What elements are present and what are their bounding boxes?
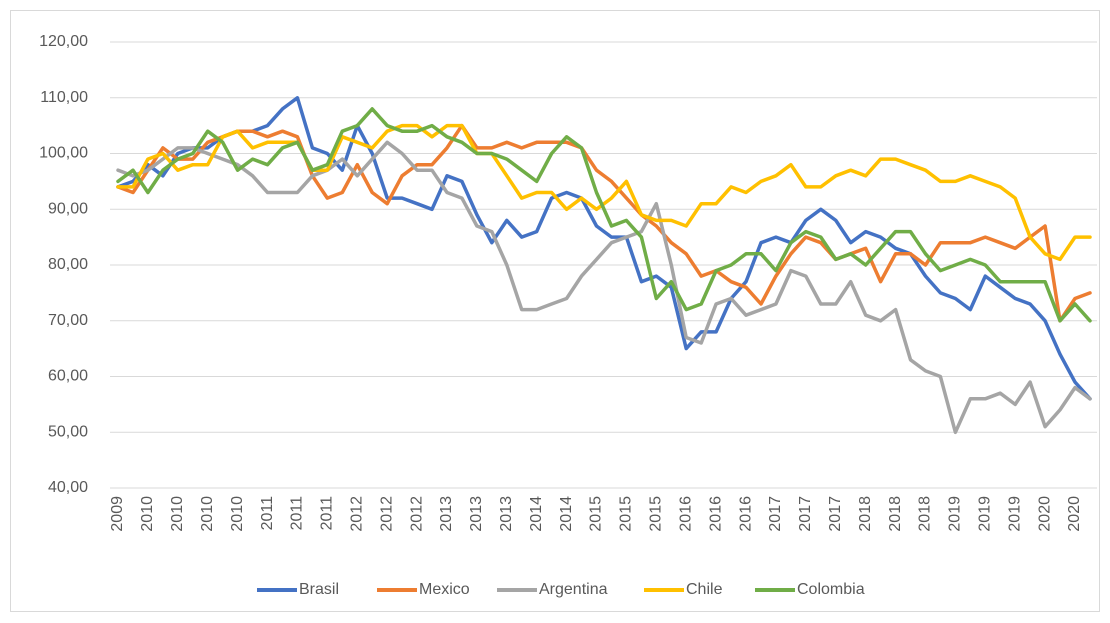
x-tick-label: 2011 [319, 496, 336, 531]
x-tick-label: 2017 [797, 496, 814, 532]
series-line [116, 107, 1092, 323]
x-tick-label: 2012 [378, 496, 395, 532]
x-tick-label: 2015 [618, 496, 635, 532]
y-tick-label: 100,00 [39, 145, 88, 162]
series-line [116, 96, 1092, 401]
x-tick-label: 2016 [707, 496, 724, 532]
x-tick-label: 2013 [438, 496, 455, 532]
x-tick-label: 2015 [588, 496, 605, 532]
x-tick-label: 2013 [468, 496, 485, 532]
y-tick-label: 70,00 [48, 312, 88, 329]
x-tick-label: 2017 [767, 496, 784, 532]
x-tick-label: 2015 [648, 496, 665, 532]
x-tick-label: 2019 [1006, 496, 1023, 532]
x-tick-label: 2009 [109, 496, 126, 532]
series-line [116, 123, 1092, 323]
y-tick-label: 110,00 [40, 89, 88, 106]
x-tick-label: 2011 [289, 496, 306, 531]
x-tick-label: 2014 [558, 496, 575, 532]
legend-label: Chile [686, 581, 723, 598]
legend-label: Brasil [299, 581, 339, 598]
x-tick-label: 2018 [887, 496, 904, 532]
x-tick-label: 2012 [348, 496, 365, 532]
x-tick-label: 2014 [528, 496, 545, 532]
y-tick-label: 120,00 [39, 33, 88, 50]
x-tick-label: 2020 [1036, 496, 1053, 532]
y-tick-label: 60,00 [48, 368, 88, 385]
chart-frame [10, 10, 1100, 612]
y-tick-label: 80,00 [48, 256, 88, 273]
x-tick-label: 2010 [169, 496, 186, 532]
x-tick-label: 2010 [139, 496, 156, 532]
series-line [116, 123, 1092, 262]
legend-label: Colombia [797, 581, 865, 598]
x-tick-label: 2019 [977, 496, 994, 532]
x-tick-label: 2019 [947, 496, 964, 532]
x-tick-label: 2017 [827, 496, 844, 532]
x-tick-label: 2010 [199, 496, 216, 532]
x-tick-label: 2018 [857, 496, 874, 532]
x-tick-label: 2012 [408, 496, 425, 532]
y-tick-label: 40,00 [48, 479, 88, 496]
x-tick-label: 2010 [229, 496, 246, 532]
y-tick-label: 50,00 [48, 423, 88, 440]
legend-label: Argentina [539, 581, 608, 598]
y-tick-label: 90,00 [48, 200, 88, 217]
legend-label: Mexico [419, 581, 470, 598]
x-tick-label: 2013 [498, 496, 515, 532]
x-tick-label: 2011 [259, 496, 276, 531]
x-tick-label: 2018 [917, 496, 934, 532]
x-tick-label: 2016 [737, 496, 754, 532]
series-line [116, 140, 1092, 435]
x-tick-label: 2016 [677, 496, 694, 532]
x-tick-label: 2020 [1066, 496, 1083, 532]
